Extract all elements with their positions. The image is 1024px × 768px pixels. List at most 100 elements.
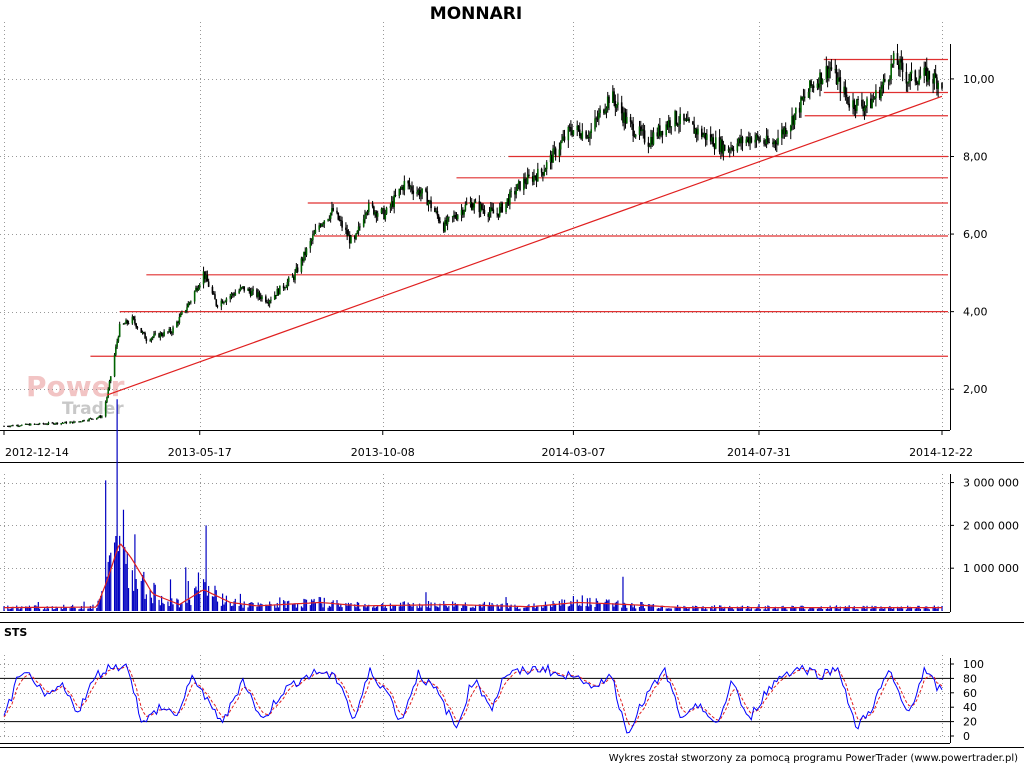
candle-down	[934, 73, 937, 78]
candle-up	[309, 241, 312, 249]
candle-down	[905, 71, 908, 84]
candle-up	[816, 83, 819, 88]
candle-up	[674, 111, 676, 127]
candle-up	[686, 118, 689, 121]
candle-up	[891, 63, 894, 65]
candle-up	[9, 425, 12, 427]
candle-down	[901, 62, 904, 72]
candle-up	[543, 171, 545, 176]
date-tick-label: 2013-05-17	[168, 446, 232, 459]
candle-down	[580, 135, 582, 139]
candle-down	[17, 425, 19, 427]
candle-up	[225, 298, 228, 302]
candle-down	[844, 86, 847, 95]
candle-down	[167, 331, 169, 333]
candle-down	[845, 94, 848, 98]
candle-down	[768, 142, 770, 143]
candle-up	[202, 271, 205, 285]
price-axis-labels: 2,00 4,00 6,00 8,00 10,00	[950, 73, 995, 396]
candle-down	[136, 327, 139, 329]
candle-down	[622, 113, 624, 123]
candle-down	[608, 96, 610, 103]
sts-tick-label: 100	[963, 658, 984, 671]
candle-up	[279, 285, 281, 295]
candle-down	[528, 174, 530, 177]
candle-up	[18, 425, 21, 427]
candle-up	[61, 422, 64, 424]
candle-down	[563, 136, 566, 141]
volume-average	[4, 543, 942, 609]
candle-up	[749, 137, 751, 144]
candle-up	[800, 97, 802, 113]
candle-up	[694, 129, 697, 134]
candle-down	[231, 293, 234, 295]
candle-up	[451, 216, 454, 218]
candle-down	[212, 293, 215, 295]
candle-up	[498, 206, 501, 217]
candle-up	[303, 251, 305, 261]
candle-up	[186, 307, 188, 311]
candle-down	[134, 318, 136, 324]
candle-up	[852, 100, 854, 108]
candle-down	[792, 116, 795, 125]
candle-down	[631, 121, 633, 124]
candle-up	[73, 421, 75, 424]
axes	[0, 44, 1024, 748]
sts-tick-label: 20	[963, 716, 977, 729]
candle-down	[847, 97, 849, 104]
candle-up	[843, 86, 845, 93]
candle-down	[301, 258, 304, 261]
candle-down	[256, 289, 258, 297]
candle-up	[420, 193, 422, 197]
sts-tick-label: 0	[963, 730, 970, 743]
candle-down	[127, 323, 130, 325]
candle-up	[678, 124, 680, 126]
candle-up	[220, 300, 223, 307]
sts-tick-label: 60	[963, 687, 977, 700]
candle-down	[535, 177, 538, 182]
price-candles	[3, 43, 943, 428]
candle-up	[398, 188, 401, 196]
candle-up	[523, 178, 525, 191]
candle-down	[551, 154, 553, 163]
candle-down	[319, 225, 322, 227]
candle-up	[657, 125, 660, 137]
candle-up	[567, 126, 570, 141]
candle-up	[10, 425, 13, 427]
candle-up	[791, 116, 793, 126]
candle-down	[52, 422, 55, 425]
candle-down	[835, 68, 838, 85]
candle-down	[3, 426, 5, 427]
candle-up	[479, 204, 482, 213]
candle-up	[463, 210, 465, 215]
candle-down	[462, 209, 464, 215]
candle-down	[348, 234, 351, 244]
candle-up	[937, 83, 939, 89]
candle-down	[629, 117, 632, 122]
candle-up	[460, 209, 463, 216]
candle-up	[163, 331, 165, 336]
candle-up	[300, 258, 303, 272]
stochastic-panel	[0, 663, 950, 734]
candle-up	[730, 147, 732, 151]
candle-up	[104, 401, 107, 417]
candle-up	[665, 124, 667, 136]
candle-up	[252, 289, 254, 291]
candle-up	[20, 424, 23, 426]
candle-down	[941, 83, 943, 89]
candle-down	[624, 112, 627, 124]
candle-down	[568, 126, 571, 128]
price-tick-label: 10,00	[963, 73, 995, 86]
candle-up	[604, 111, 606, 114]
candle-down	[296, 267, 299, 272]
candle-up	[314, 229, 317, 234]
candle-up	[193, 291, 196, 302]
candle-down	[437, 215, 440, 221]
candle-up	[559, 142, 562, 150]
candle-up	[108, 381, 111, 389]
candle-up	[836, 77, 839, 85]
candle-down	[676, 124, 679, 126]
candle-up	[106, 397, 108, 402]
candle-up	[78, 421, 80, 423]
candle-down	[132, 316, 135, 319]
